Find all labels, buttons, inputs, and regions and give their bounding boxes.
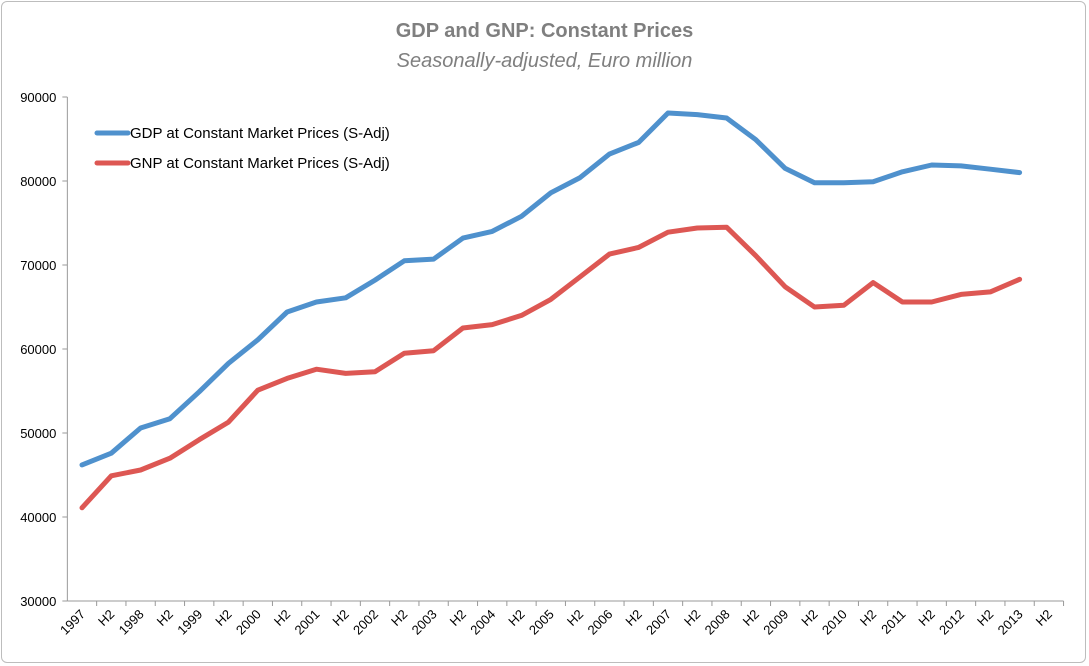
x-tick-label: H2	[447, 607, 469, 629]
x-tick-label: 2009	[760, 607, 791, 638]
x-tick-label: H2	[564, 607, 586, 629]
y-tick-label: 30000	[20, 594, 56, 609]
y-tick-label: 80000	[20, 174, 56, 189]
x-tick-label: H2	[681, 607, 703, 629]
x-tick-label: 2000	[233, 607, 264, 638]
chart-subtitle: Seasonally-adjusted, Euro million	[396, 50, 693, 72]
x-tick-label: 2004	[467, 607, 498, 638]
chart-title: GDP and GNP: Constant Prices	[395, 20, 694, 42]
x-tick-label: 2011	[878, 607, 908, 637]
y-tick-label: 50000	[20, 426, 56, 441]
x-tick-label: 2010	[819, 607, 850, 638]
y-tick-label: 40000	[20, 510, 56, 525]
y-tick-label: 60000	[20, 342, 56, 357]
x-tick-label: 2001	[291, 607, 322, 638]
x-tick-label: H2	[798, 607, 820, 629]
x-tick-label: 2003	[409, 607, 440, 638]
x-tick-label: H2	[1033, 607, 1055, 629]
x-tick-label: 2002	[350, 607, 381, 638]
x-tick-label: 2007	[643, 607, 674, 638]
x-tick-label: H2	[740, 607, 762, 629]
x-tick-label: H2	[212, 607, 234, 629]
x-tick-label: 1999	[174, 607, 205, 638]
x-tick-label: H2	[154, 607, 176, 629]
y-tick-label: 70000	[20, 258, 56, 273]
x-tick-label: 1998	[116, 607, 147, 638]
x-tick-label: 2006	[584, 607, 615, 638]
x-tick-label: 2012	[936, 607, 967, 638]
x-tick-label: H2	[271, 607, 293, 629]
x-tick-label: H2	[915, 607, 937, 629]
x-tick-label: H2	[329, 607, 351, 629]
x-tick-label: 2013	[995, 607, 1026, 638]
x-tick-label: 2005	[526, 607, 557, 638]
y-tick-label: 90000	[20, 90, 56, 105]
legend-label: GDP at Constant Market Prices (S-Adj)	[130, 125, 390, 142]
x-tick-label: H2	[95, 607, 117, 629]
x-tick-label: H2	[857, 607, 879, 629]
x-tick-label: H2	[505, 607, 527, 629]
x-tick-label: 1997	[57, 607, 88, 638]
x-tick-label: H2	[388, 607, 410, 629]
x-tick-label: H2	[622, 607, 644, 629]
x-tick-label: 2008	[702, 607, 733, 638]
x-tick-label: H2	[974, 607, 996, 629]
legend-label: GNP at Constant Market Prices (S-Adj)	[130, 155, 390, 172]
